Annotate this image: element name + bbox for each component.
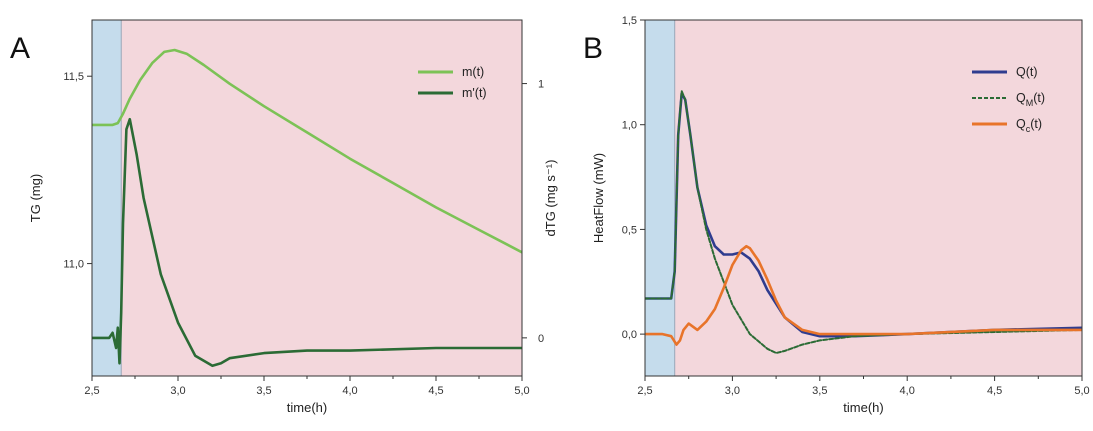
baseline-region (92, 20, 122, 376)
y-tick-label: 0,0 (622, 329, 637, 341)
y-tick-label: 11,5 (63, 71, 84, 83)
legend-label: m(t) (462, 65, 484, 79)
panel-letter: A (10, 32, 30, 65)
series-line-3 (645, 244, 1082, 346)
series-group (645, 90, 1082, 354)
reaction-region (121, 20, 523, 376)
baseline-region (645, 20, 675, 376)
legend-label: Q(t) (1016, 65, 1038, 79)
reaction-region (674, 20, 1082, 376)
series-line-1 (92, 48, 522, 254)
y-right-axis-title: dTG (mg s⁻¹) (543, 160, 558, 237)
y-right-tick-label: 1 (538, 79, 544, 91)
x-tick-label: 5,0 (1074, 385, 1089, 397)
series-group (92, 48, 522, 368)
x-tick-label: 2,5 (637, 385, 652, 397)
y-axis-title: TG (mg) (28, 174, 43, 222)
x-tick-label: 3,0 (170, 385, 185, 397)
x-axis-title: time(h) (287, 400, 327, 415)
x-tick-label: 3,5 (256, 385, 271, 397)
x-tick-label: 4,5 (987, 385, 1002, 397)
y-tick-label: 11,0 (63, 259, 84, 271)
series-line-2 (645, 90, 1082, 354)
x-tick-label: 3,0 (725, 385, 740, 397)
y-tick-label: 0,5 (622, 224, 637, 236)
y-right-tick-label: 0 (538, 333, 544, 345)
x-tick-label: 4,0 (342, 385, 357, 397)
x-tick-label: 2,5 (84, 385, 99, 397)
panel-a: 2,5 3,0 3,5 4,0 4,5 5,0 11,0 11,5 0 1 dTG (mg s⁻¹)… (10, 19, 558, 415)
y-tick-label: 1,5 (622, 15, 637, 27)
legend-label: m'(t) (462, 86, 487, 100)
series-line-2 (92, 117, 522, 368)
legend-label: QM(t) (1016, 91, 1045, 108)
y-axis-title: HeatFlow (mW) (591, 153, 606, 243)
panel-b: 2,5 3,0 3,5 4,0 4,5 5,0 0,0 0,5 1,0 1,5 time(h) Hea… (583, 15, 1090, 415)
x-tick-label: 4,0 (900, 385, 915, 397)
x-axis-title: time(h) (843, 400, 883, 415)
x-tick-label: 5,0 (514, 385, 529, 397)
x-tick-label: 4,5 (428, 385, 443, 397)
legend-label: Qc(t) (1016, 117, 1042, 134)
x-tick-label: 3,5 (812, 385, 827, 397)
y-tick-label: 1,0 (622, 120, 637, 132)
panel-letter: B (583, 32, 603, 65)
